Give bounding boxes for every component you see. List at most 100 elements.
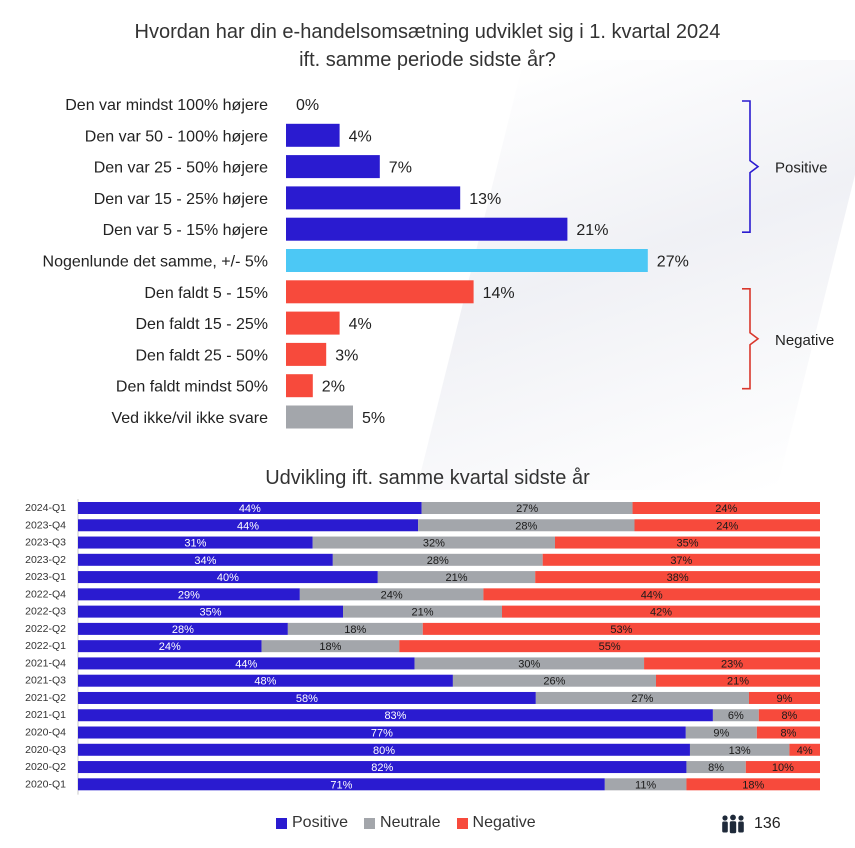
stacked-segment xyxy=(502,605,820,618)
row-label: 2023-Q3 xyxy=(25,537,66,549)
stacked-segment xyxy=(421,502,633,514)
stacked-segment xyxy=(712,709,759,722)
legend-swatch-neutral xyxy=(364,817,376,829)
segment-value-label: 44% xyxy=(235,658,257,670)
segment-value-label: 8% xyxy=(708,762,724,774)
stacked-segment xyxy=(399,640,820,653)
stacked-segment xyxy=(452,674,656,687)
bar xyxy=(286,186,461,210)
stacked-segment xyxy=(261,640,400,653)
row-label: 2021-Q4 xyxy=(25,657,66,669)
stacked-segment xyxy=(414,657,645,670)
bar xyxy=(286,249,648,272)
stacked-segment xyxy=(644,657,820,670)
stacked-segment xyxy=(78,536,313,549)
row-label: 2022-Q2 xyxy=(25,623,66,635)
bar-category-label: Den faldt 5 - 15% xyxy=(144,285,268,302)
segment-value-label: 77% xyxy=(371,728,393,740)
segment-value-label: 8% xyxy=(780,728,796,740)
segment-value-label: 32% xyxy=(423,538,445,550)
stacked-segment xyxy=(689,743,790,756)
bar-value-label: 7% xyxy=(389,160,412,177)
segment-value-label: 37% xyxy=(670,555,692,567)
bar-value-label: 14% xyxy=(483,285,515,302)
stacked-segment xyxy=(555,536,820,549)
stacked-segment xyxy=(542,553,820,566)
segment-value-label: 55% xyxy=(599,641,621,653)
segment-value-label: 28% xyxy=(427,555,449,567)
bar xyxy=(286,155,380,179)
bar xyxy=(286,123,340,147)
bar-value-label: 4% xyxy=(349,128,372,145)
bar xyxy=(286,405,353,429)
stacked-segment xyxy=(748,691,820,704)
stacked-segment xyxy=(332,553,543,566)
row-label: 2021-Q2 xyxy=(25,692,66,704)
stacked-segment xyxy=(78,657,415,670)
segment-value-label: 82% xyxy=(371,762,393,774)
row-label: 2021-Q1 xyxy=(25,709,66,721)
stacked-segment xyxy=(758,709,820,722)
segment-value-label: 31% xyxy=(184,538,206,550)
stacked-segment xyxy=(78,674,453,687)
row-label: 2020-Q1 xyxy=(25,778,66,790)
chart-2-legend: Positive Neutrale Negative xyxy=(276,814,536,832)
legend-swatch-positive xyxy=(276,817,287,829)
legend-label-neutral: Neutrale xyxy=(380,814,441,831)
stacked-segment xyxy=(422,622,820,635)
bar-value-label: 2% xyxy=(322,379,345,396)
segment-value-label: 44% xyxy=(239,503,261,515)
stacked-segment xyxy=(343,605,502,618)
stacked-segment xyxy=(686,761,746,774)
segment-value-label: 48% xyxy=(254,676,276,688)
segment-value-label: 38% xyxy=(667,572,689,584)
stacked-segment xyxy=(78,778,605,791)
segment-value-label: 21% xyxy=(445,572,467,584)
segment-value-label: 29% xyxy=(178,589,200,601)
bar-value-label: 3% xyxy=(335,347,358,364)
stacked-segment xyxy=(78,761,687,774)
legend-item-positive: Positive xyxy=(276,814,348,832)
segment-value-label: 18% xyxy=(344,624,366,636)
stacked-segment xyxy=(78,588,300,601)
stacked-segment xyxy=(78,743,690,756)
bar xyxy=(286,311,340,335)
segment-value-label: 30% xyxy=(518,658,540,670)
segment-value-label: 80% xyxy=(373,745,395,757)
bar xyxy=(286,280,474,304)
segment-value-label: 27% xyxy=(516,503,538,515)
bar-value-label: 0% xyxy=(296,97,319,114)
stacked-segment xyxy=(78,571,378,584)
chart-1-svg: Den var mindst 100% højere 0% Den var 50 -… xyxy=(43,97,834,429)
segment-value-label: 40% xyxy=(217,572,239,584)
stacked-segment xyxy=(78,553,333,566)
stacked-segment xyxy=(634,519,820,532)
stacked-segment xyxy=(535,571,820,584)
legend-item-negative: Negative xyxy=(456,814,536,832)
segment-value-label: 4% xyxy=(797,745,813,757)
stacked-segment xyxy=(78,640,262,653)
segment-value-label: 9% xyxy=(777,693,793,705)
stacked-segment xyxy=(418,519,635,532)
stacked-segment xyxy=(686,778,820,791)
bar-category-label: Den faldt mindst 50% xyxy=(116,379,268,396)
legend-label-negative: Negative xyxy=(472,814,536,831)
segment-value-label: 28% xyxy=(172,624,194,636)
legend-label-positive: Positive xyxy=(292,814,349,831)
row-label: 2021-Q3 xyxy=(25,675,66,687)
segment-value-label: 83% xyxy=(384,710,406,722)
bar-category-label: Ved ikke/vil ikke svare xyxy=(111,410,268,427)
stacked-segment xyxy=(483,588,820,601)
segment-value-label: 35% xyxy=(676,538,698,550)
stacked-segment xyxy=(78,605,343,618)
segment-value-label: 44% xyxy=(237,520,259,532)
row-label: 2023-Q4 xyxy=(25,519,66,531)
bar-category-label: Den faldt 25 - 50% xyxy=(135,347,268,364)
bar-value-label: 4% xyxy=(349,316,372,333)
segment-value-label: 44% xyxy=(641,589,663,601)
stacked-segment xyxy=(299,588,484,601)
bar-category-label: Den var 5 - 15% højere xyxy=(103,222,269,239)
stacked-segment xyxy=(78,691,536,704)
segment-value-label: 35% xyxy=(199,607,221,619)
